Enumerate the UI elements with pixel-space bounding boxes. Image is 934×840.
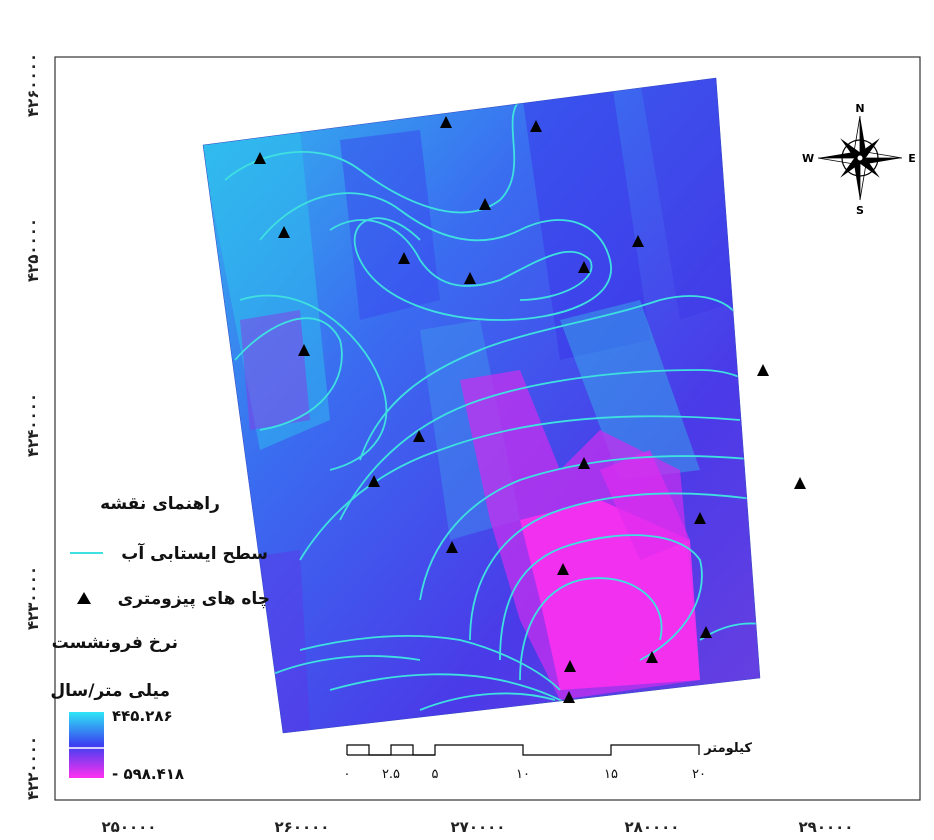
legend-min-value: - ۵۹۸.۴۱۸	[112, 765, 184, 783]
compass-north: N	[855, 102, 864, 115]
x-tick-label: ۲۹۰۰۰۰	[799, 818, 854, 836]
y-tick-label: ۴۲۶۰۰۰۰	[24, 53, 42, 117]
well-marker	[278, 226, 290, 238]
well-marker	[578, 457, 590, 469]
well-marker	[694, 512, 706, 524]
x-tick-label: ۲۵۰۰۰۰	[102, 818, 157, 836]
piezometric-wells	[254, 116, 806, 703]
well-marker	[254, 152, 266, 164]
legend-title: راهنمای نقشه	[100, 494, 220, 514]
well-marker	[632, 235, 644, 247]
well-marker	[646, 651, 658, 663]
legend-unit: میلی متر/سال	[50, 681, 170, 701]
map-legend: راهنمای نقشه سطح ایستابی آب چاه های پیزو…	[50, 494, 270, 783]
legend-color-ramp	[69, 712, 104, 778]
well-marker	[557, 563, 569, 575]
y-axis: ۴۲۶۰۰۰۰ ۴۲۵۰۰۰۰ ۴۲۴۰۰۰۰ ۴۲۳۰۰۰۰ ۴۲۲۰۰۰۰	[24, 53, 42, 800]
well-marker	[700, 626, 712, 638]
compass-south: S	[856, 204, 864, 217]
well-marker	[757, 364, 769, 376]
scale-tick: ۱۰	[516, 767, 530, 782]
y-tick-label: ۴۲۳۰۰۰۰	[24, 566, 42, 630]
scale-tick: ۱۵	[604, 767, 618, 782]
well-marker	[413, 430, 425, 442]
x-axis: ۲۵۰۰۰۰ ۲۶۰۰۰۰ ۲۷۰۰۰۰ ۲۸۰۰۰۰ ۲۹۰۰۰۰	[102, 818, 854, 836]
scale-tick: ۲۰	[692, 767, 706, 782]
scale-tick: ۵	[432, 767, 439, 782]
y-tick-label: ۴۲۲۰۰۰۰	[24, 736, 42, 800]
well-marker	[479, 198, 491, 210]
well-marker	[368, 475, 380, 487]
scale-bar	[346, 744, 700, 756]
scale-tick: ۰	[344, 767, 351, 782]
y-tick-label: ۴۲۴۰۰۰۰	[24, 393, 42, 457]
well-marker	[564, 660, 576, 672]
legend-rate-title: نرخ فرونشست	[52, 633, 178, 653]
well-marker	[446, 541, 458, 553]
x-tick-label: ۲۸۰۰۰۰	[625, 818, 680, 836]
scale-tick: ۲.۵	[382, 767, 400, 782]
legend-max-value: ۴۴۵.۲۸۶	[112, 707, 173, 725]
x-tick-label: ۲۷۰۰۰۰	[451, 818, 506, 836]
well-marker	[578, 261, 590, 273]
x-tick-label: ۲۶۰۰۰۰	[275, 818, 330, 836]
well-marker	[464, 272, 476, 284]
well-marker	[530, 120, 542, 132]
well-marker	[398, 252, 410, 264]
subsidence-raster	[203, 78, 760, 733]
well-marker	[563, 691, 575, 703]
compass-west: W	[802, 152, 814, 165]
well-marker	[298, 344, 310, 356]
scale-unit: کیلومتر	[703, 741, 752, 756]
compass-east: E	[908, 152, 916, 165]
legend-contour-label: سطح ایستابی آب	[121, 542, 268, 564]
y-tick-label: ۴۲۵۰۰۰۰	[24, 218, 42, 282]
well-marker	[440, 116, 452, 128]
well-marker	[794, 477, 806, 489]
well-legend-icon	[77, 592, 91, 604]
north-arrow-icon: N S W E	[802, 102, 916, 217]
legend-wells-label: چاه های پیزومتری	[118, 589, 270, 609]
